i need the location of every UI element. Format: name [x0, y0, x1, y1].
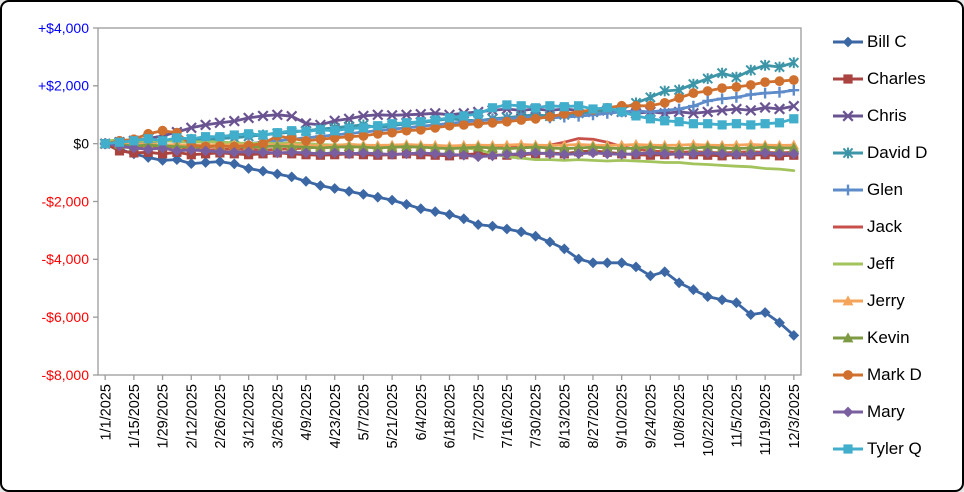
series-tyler-q[interactable]	[100, 100, 799, 149]
legend-marker-diamond-icon	[833, 406, 863, 417]
x-axis-label: 11/19/2025	[758, 384, 774, 456]
legend-item-jerry[interactable]: Jerry	[832, 282, 960, 319]
y-axis-label: -$6,000	[42, 309, 90, 325]
x-axis-label: 7/30/2025	[529, 384, 545, 449]
legend-label: Tyler Q	[867, 438, 922, 458]
legend-label: Glen	[867, 179, 903, 199]
legend-item-jack[interactable]: Jack	[832, 208, 960, 245]
y-axis-label: +$4,000	[38, 20, 89, 36]
legend-label: Kevin	[867, 327, 910, 347]
x-axis-label: 9/10/2025	[615, 384, 631, 449]
series-mark-d[interactable]	[100, 75, 799, 152]
x-axis-label: 10/8/2025	[672, 384, 688, 449]
x-axis-label: 9/24/2025	[643, 384, 659, 449]
y-axis-label: $0	[73, 136, 89, 152]
legend-marker-triangle-icon	[833, 331, 863, 342]
legend-marker-plus-icon	[833, 184, 863, 195]
x-axis-label: 12/3/2025	[787, 384, 803, 449]
legend-label: Bill C	[867, 31, 907, 51]
legend-item-tyler-q[interactable]: Tyler Q	[832, 430, 960, 467]
legend-marker-square-icon	[833, 73, 863, 84]
legend-marker-asterisk-icon	[833, 147, 863, 158]
x-axis-label: 1/1/2025	[98, 384, 114, 440]
legend-label: Chris	[867, 105, 907, 125]
x-axis-label: 3/26/2025	[270, 384, 286, 449]
legend-marker-x-icon	[833, 109, 863, 122]
legend-marker-triangle-icon	[833, 294, 863, 305]
legend-item-chris[interactable]: Chris	[832, 97, 960, 134]
legend-item-david-d[interactable]: David D	[832, 134, 960, 171]
legend-marker-none-icon	[833, 225, 863, 228]
legend-label: Charles	[867, 68, 926, 88]
legend-item-kevin[interactable]: Kevin	[832, 319, 960, 356]
x-axis-label: 4/23/2025	[328, 384, 344, 449]
series-bill-c[interactable]	[99, 138, 800, 341]
series-mary[interactable]	[99, 138, 800, 163]
x-axis-label: 1/15/2025	[127, 384, 143, 449]
x-axis-label: 1/29/2025	[156, 384, 172, 449]
x-axis-label: 8/27/2025	[586, 384, 602, 449]
y-axis-label: -$2,000	[42, 193, 90, 209]
x-axis-label: 6/18/2025	[443, 384, 459, 449]
legend-label: Jack	[867, 216, 902, 236]
x-axis-label: 7/16/2025	[500, 384, 516, 449]
legend-item-glen[interactable]: Glen	[832, 171, 960, 208]
x-axis-label: 10/22/2025	[701, 384, 717, 457]
legend-item-jeff[interactable]: Jeff	[832, 245, 960, 282]
x-axis-label: 11/5/2025	[730, 384, 746, 447]
x-axis-label: 2/26/2025	[213, 384, 229, 449]
y-axis-label: +$2,000	[38, 78, 89, 94]
legend-label: Jerry	[867, 290, 905, 310]
legend-item-mark-d[interactable]: Mark D	[832, 356, 960, 393]
x-axis-label: 6/4/2025	[414, 384, 430, 440]
x-axis-label: 8/13/2025	[557, 384, 573, 449]
y-axis-label: -$8,000	[42, 367, 90, 383]
x-axis-label: 2/12/2025	[184, 384, 200, 449]
x-axis-label: 7/2/2025	[471, 384, 487, 440]
legend-marker-square-icon	[833, 443, 863, 454]
legend-marker-circle-icon	[833, 369, 863, 380]
chart-legend: Bill C Charles Chris David D Glen Jack Jeff Jer…	[832, 23, 960, 467]
legend-label: Mary	[867, 401, 905, 421]
legend-marker-none-icon	[833, 262, 863, 265]
plot-area	[97, 27, 802, 376]
legend-item-bill-c[interactable]: Bill C	[832, 23, 960, 60]
x-axis-label: 5/7/2025	[356, 384, 372, 440]
legend-label: David D	[867, 142, 928, 162]
x-axis-label: 5/21/2025	[385, 384, 401, 449]
legend-label: Jeff	[867, 253, 895, 273]
legend-item-mary[interactable]: Mary	[832, 393, 960, 430]
x-axis-label: 4/9/2025	[299, 384, 315, 440]
legend-marker-diamond-icon	[833, 36, 863, 47]
legend-label: Mark D	[867, 364, 922, 384]
y-axis-label: -$4,000	[42, 251, 90, 267]
legend-item-charles[interactable]: Charles	[832, 60, 960, 97]
x-axis-label: 3/12/2025	[242, 384, 258, 449]
